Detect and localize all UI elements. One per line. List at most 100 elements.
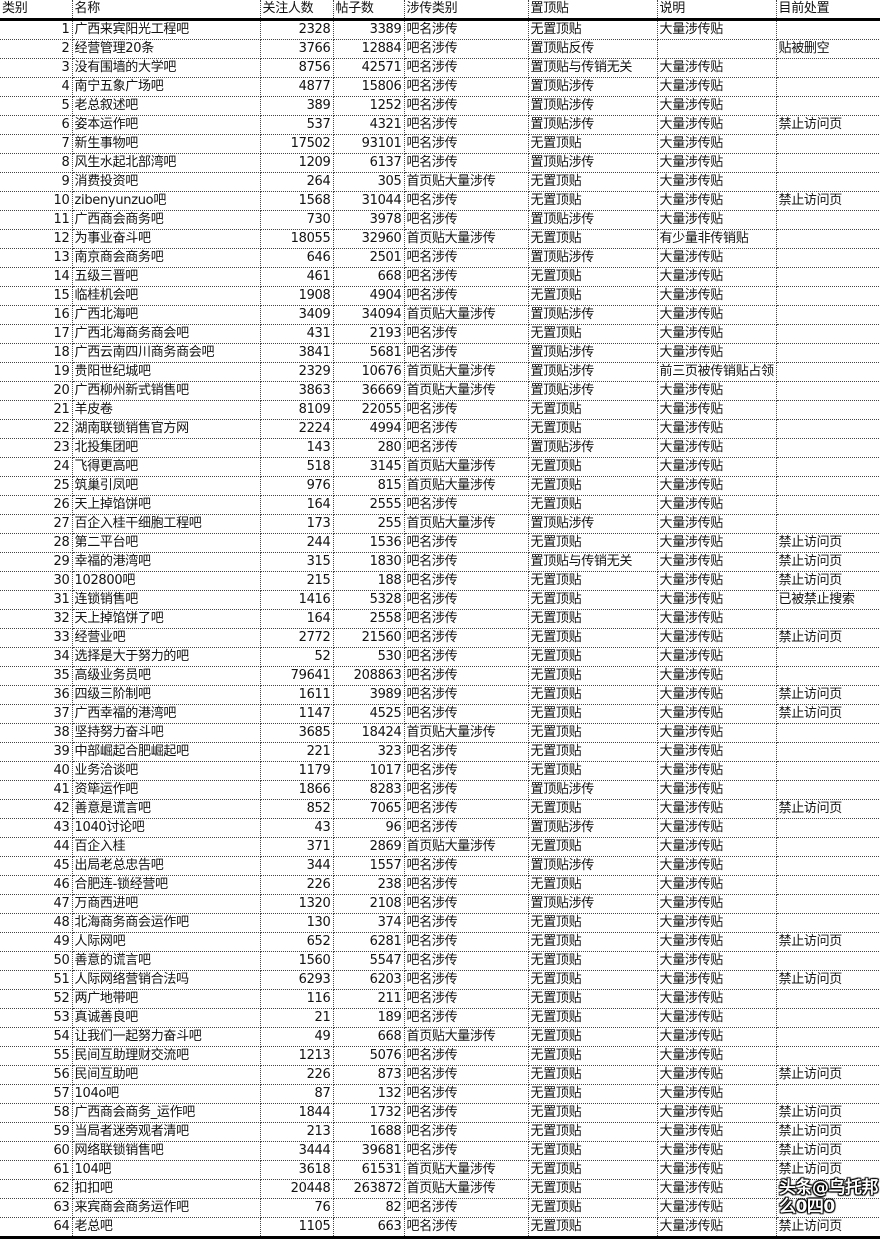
cell-category[interactable]: 51 — [0, 970, 73, 990]
cell-pinned[interactable]: 无置顶贴 — [528, 419, 658, 439]
cell-note[interactable]: 大量涉传贴 — [657, 1160, 777, 1180]
cell-pinned[interactable]: 置顶贴涉传 — [528, 210, 658, 230]
cell-pinned[interactable]: 无置顶贴 — [528, 799, 658, 819]
cell-posts[interactable]: 305 — [333, 172, 405, 192]
header-note[interactable]: 说明 — [657, 0, 777, 21]
cell-followers[interactable]: 976 — [260, 476, 334, 496]
cell-note[interactable]: 大量涉传贴 — [657, 495, 777, 515]
cell-status[interactable]: 禁止访问页 — [776, 685, 880, 705]
cell-type[interactable]: 吧名涉传 — [404, 666, 529, 686]
cell-status[interactable] — [776, 476, 880, 496]
cell-note[interactable]: 大量涉传贴 — [657, 609, 777, 629]
cell-category[interactable]: 5 — [0, 96, 73, 116]
cell-type[interactable]: 吧名涉传 — [404, 780, 529, 800]
cell-pinned[interactable]: 无置顶贴 — [528, 742, 658, 762]
cell-status[interactable] — [776, 514, 880, 534]
cell-type[interactable]: 吧名涉传 — [404, 134, 529, 154]
cell-followers[interactable]: 264 — [260, 172, 334, 192]
cell-note[interactable]: 大量涉传贴 — [657, 875, 777, 895]
cell-name[interactable]: 广西北海吧 — [72, 305, 261, 325]
cell-name[interactable]: 广西云南四川商务商会吧 — [72, 343, 261, 363]
cell-status[interactable] — [776, 818, 880, 838]
cell-followers[interactable]: 1568 — [260, 191, 334, 211]
cell-category[interactable]: 37 — [0, 704, 73, 724]
cell-category[interactable]: 56 — [0, 1065, 73, 1085]
cell-type[interactable]: 首页贴大量涉传 — [404, 362, 529, 382]
cell-type[interactable]: 首页贴大量涉传 — [404, 305, 529, 325]
cell-posts[interactable]: 4525 — [333, 704, 405, 724]
cell-followers[interactable]: 130 — [260, 913, 334, 933]
cell-category[interactable]: 10 — [0, 191, 73, 211]
cell-pinned[interactable]: 无置顶贴 — [528, 1160, 658, 1180]
cell-pinned[interactable]: 置顶贴涉传 — [528, 514, 658, 534]
cell-status[interactable]: 禁止访问页 — [776, 1103, 880, 1123]
cell-type[interactable]: 吧名涉传 — [404, 1122, 529, 1142]
cell-posts[interactable]: 36669 — [333, 381, 405, 401]
cell-followers[interactable]: 6293 — [260, 970, 334, 990]
cell-type[interactable]: 首页贴大量涉传 — [404, 1027, 529, 1047]
cell-category[interactable]: 21 — [0, 400, 73, 420]
cell-name[interactable]: 南京商会商务吧 — [72, 248, 261, 268]
cell-category[interactable]: 50 — [0, 951, 73, 971]
cell-status[interactable]: 禁止访问页 — [776, 970, 880, 990]
cell-posts[interactable]: 374 — [333, 913, 405, 933]
cell-type[interactable]: 吧名涉传 — [404, 989, 529, 1009]
cell-category[interactable]: 28 — [0, 533, 73, 553]
cell-note[interactable]: 大量涉传贴 — [657, 628, 777, 648]
cell-followers[interactable]: 3409 — [260, 305, 334, 325]
cell-note[interactable]: 大量涉传贴 — [657, 685, 777, 705]
cell-status[interactable] — [776, 305, 880, 325]
cell-followers[interactable]: 1416 — [260, 590, 334, 610]
cell-status[interactable] — [776, 780, 880, 800]
cell-category[interactable]: 55 — [0, 1046, 73, 1066]
cell-type[interactable]: 吧名涉传 — [404, 533, 529, 553]
cell-status[interactable] — [776, 19, 880, 40]
cell-type[interactable]: 吧名涉传 — [404, 685, 529, 705]
cell-followers[interactable]: 1908 — [260, 286, 334, 306]
cell-category[interactable]: 40 — [0, 761, 73, 781]
cell-posts[interactable]: 4994 — [333, 419, 405, 439]
cell-name[interactable]: 北投集团吧 — [72, 438, 261, 458]
cell-name[interactable]: 合肥连-锁经营吧 — [72, 875, 261, 895]
cell-followers[interactable]: 371 — [260, 837, 334, 857]
cell-category[interactable]: 59 — [0, 1122, 73, 1142]
cell-followers[interactable]: 244 — [260, 533, 334, 553]
cell-followers[interactable]: 3685 — [260, 723, 334, 743]
cell-posts[interactable]: 22055 — [333, 400, 405, 420]
cell-status[interactable]: 禁止访问页 — [776, 552, 880, 572]
cell-followers[interactable]: 2224 — [260, 419, 334, 439]
cell-name[interactable]: 善意是谎言吧 — [72, 799, 261, 819]
cell-name[interactable]: 北海商务商会运作吧 — [72, 913, 261, 933]
cell-followers[interactable]: 21 — [260, 1008, 334, 1028]
cell-pinned[interactable]: 无置顶贴 — [528, 932, 658, 952]
cell-pinned[interactable]: 无置顶贴 — [528, 685, 658, 705]
cell-followers[interactable]: 461 — [260, 267, 334, 287]
cell-note[interactable]: 大量涉传贴 — [657, 742, 777, 762]
cell-pinned[interactable]: 置顶贴涉传 — [528, 381, 658, 401]
cell-category[interactable]: 17 — [0, 324, 73, 344]
cell-type[interactable]: 吧名涉传 — [404, 932, 529, 952]
cell-followers[interactable]: 49 — [260, 1027, 334, 1047]
cell-name[interactable]: 善意的谎言吧 — [72, 951, 261, 971]
cell-name[interactable]: 104o吧 — [72, 1084, 261, 1104]
cell-pinned[interactable]: 无置顶贴 — [528, 533, 658, 553]
cell-name[interactable]: 来宾商会商务运作吧 — [72, 1198, 261, 1218]
cell-name[interactable]: 飞得更高吧 — [72, 457, 261, 477]
cell-name[interactable]: 百企入桂干细胞工程吧 — [72, 514, 261, 534]
cell-status[interactable]: 禁止访问页 — [776, 571, 880, 591]
cell-note[interactable]: 大量涉传贴 — [657, 780, 777, 800]
cell-status[interactable] — [776, 761, 880, 781]
cell-status[interactable] — [776, 875, 880, 895]
cell-posts[interactable]: 3989 — [333, 685, 405, 705]
cell-posts[interactable]: 1732 — [333, 1103, 405, 1123]
cell-followers[interactable]: 646 — [260, 248, 334, 268]
cell-followers[interactable]: 20448 — [260, 1179, 334, 1199]
cell-posts[interactable]: 208863 — [333, 666, 405, 686]
cell-name[interactable]: 筑巢引凤吧 — [72, 476, 261, 496]
cell-status[interactable] — [776, 58, 880, 78]
cell-status[interactable] — [776, 134, 880, 154]
cell-posts[interactable]: 96 — [333, 818, 405, 838]
cell-type[interactable]: 吧名涉传 — [404, 438, 529, 458]
cell-posts[interactable]: 3978 — [333, 210, 405, 230]
cell-type[interactable]: 首页贴大量涉传 — [404, 837, 529, 857]
